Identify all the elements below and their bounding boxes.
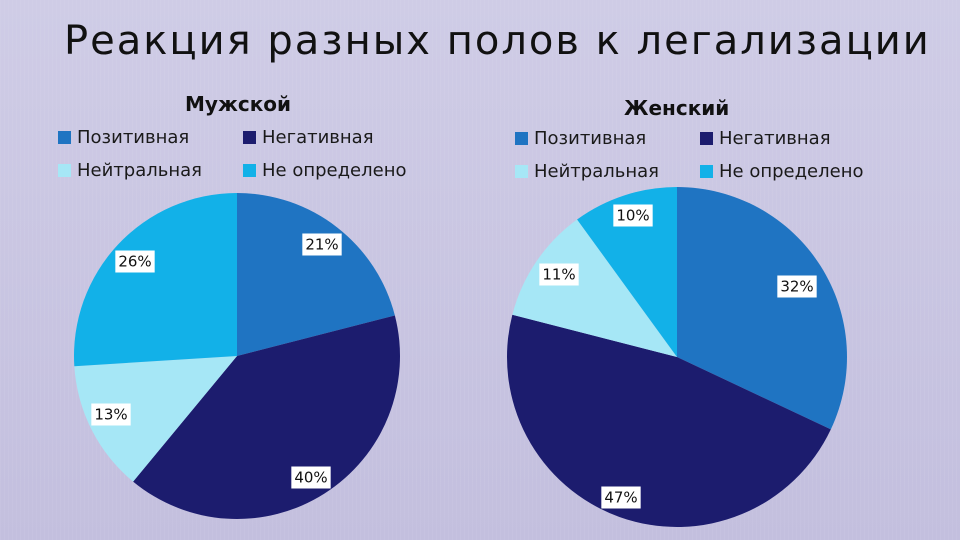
legend-label: Не определено <box>262 160 407 181</box>
female-data-label: 32% <box>780 278 813 296</box>
legend-label: Позитивная <box>77 127 190 148</box>
legend-swatch-undefined <box>700 165 713 178</box>
female-data-label-group: 47% <box>601 486 641 509</box>
female-data-label-group: 32% <box>777 275 817 298</box>
male-slice-positive <box>237 193 395 356</box>
legend-item-negative: Негативная <box>700 128 900 149</box>
female-legend: Позитивная Негативная Нейтральная Не опр… <box>515 128 900 182</box>
legend-item-neutral: Нейтральная <box>515 161 700 182</box>
female-data-label-group: 11% <box>539 263 579 286</box>
male-slice-negative <box>133 315 400 519</box>
female-data-label: 10% <box>616 207 649 225</box>
legend-label: Позитивная <box>534 128 647 149</box>
male-data-label: 26% <box>118 253 151 271</box>
legend-swatch-positive <box>58 131 71 144</box>
legend-swatch-undefined <box>243 164 256 177</box>
female-data-label-background <box>601 486 641 509</box>
female-slice-neutral <box>512 219 677 357</box>
legend-item-undefined: Не определено <box>700 161 900 182</box>
legend-swatch-negative <box>243 131 256 144</box>
male-data-label: 13% <box>94 406 127 424</box>
female-data-label-background <box>539 263 579 286</box>
male-data-label-group: 21% <box>302 233 342 256</box>
legend-label: Нейтральная <box>534 161 659 182</box>
legend-item-undefined: Не определено <box>243 160 443 181</box>
slide-title: Реакция разных полов к легализации <box>64 18 931 64</box>
legend-swatch-neutral <box>58 164 71 177</box>
female-data-label: 47% <box>604 489 637 507</box>
male-data-label-group: 13% <box>91 403 131 426</box>
female-data-label: 11% <box>542 266 575 284</box>
male-data-label: 21% <box>305 236 338 254</box>
female-slice-positive <box>677 187 848 430</box>
female-data-label-background <box>613 204 653 227</box>
female-slice-negative <box>507 314 831 528</box>
legend-swatch-neutral <box>515 165 528 178</box>
male-legend: Позитивная Негативная Нейтральная Не опр… <box>58 127 443 181</box>
legend-item-positive: Позитивная <box>58 127 243 148</box>
legend-label: Нейтральная <box>77 160 202 181</box>
legend-item-negative: Негативная <box>243 127 443 148</box>
female-data-label-group: 10% <box>613 204 653 227</box>
male-data-label-group: 26% <box>115 250 155 273</box>
male-data-label: 40% <box>294 469 327 487</box>
legend-label: Не определено <box>719 161 864 182</box>
male-slice-neutral <box>74 356 237 482</box>
male-data-label-background <box>91 403 131 426</box>
male-slice-undefined <box>74 193 237 367</box>
male-chart-title: Мужской <box>185 92 292 116</box>
legend-item-neutral: Нейтральная <box>58 160 243 181</box>
male-data-label-background <box>291 466 331 489</box>
female-data-label-background <box>777 275 817 298</box>
male-data-label-group: 40% <box>291 466 331 489</box>
female-chart-title: Женский <box>624 96 730 120</box>
male-data-label-background <box>302 233 342 256</box>
legend-swatch-negative <box>700 132 713 145</box>
legend-swatch-positive <box>515 132 528 145</box>
female-slice-undefined <box>577 187 677 357</box>
male-data-label-background <box>115 250 155 273</box>
legend-label: Негативная <box>719 128 831 149</box>
legend-label: Негативная <box>262 127 374 148</box>
legend-item-positive: Позитивная <box>515 128 700 149</box>
